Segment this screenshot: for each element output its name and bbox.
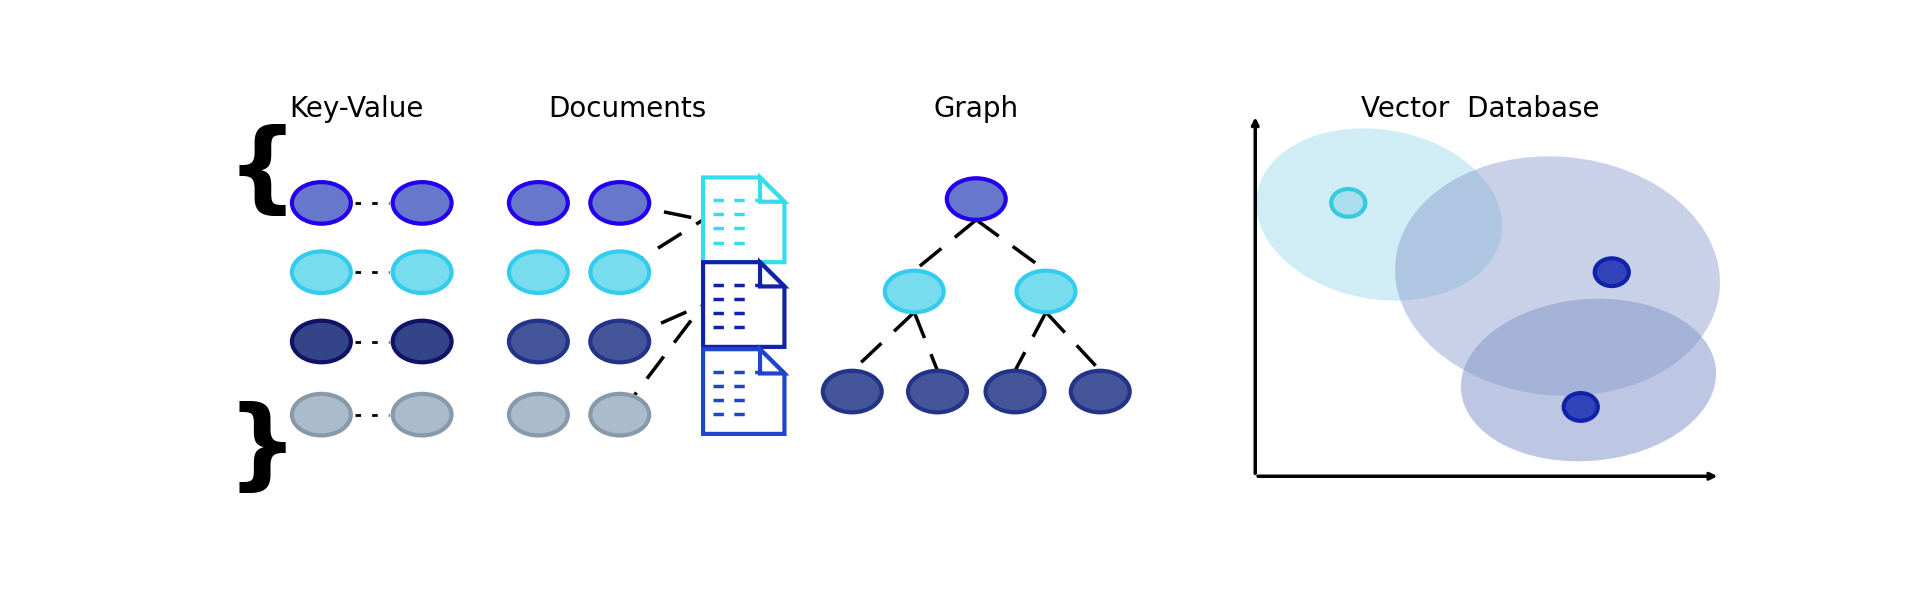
Ellipse shape <box>824 371 881 412</box>
Ellipse shape <box>509 182 568 224</box>
Ellipse shape <box>589 321 649 362</box>
Ellipse shape <box>1461 299 1716 461</box>
Ellipse shape <box>1596 259 1628 286</box>
Ellipse shape <box>292 394 351 436</box>
Ellipse shape <box>947 178 1006 220</box>
Ellipse shape <box>509 251 568 293</box>
Ellipse shape <box>394 321 451 362</box>
Ellipse shape <box>1016 271 1075 312</box>
Polygon shape <box>760 262 785 286</box>
Polygon shape <box>760 178 785 202</box>
Ellipse shape <box>292 321 351 362</box>
Polygon shape <box>760 349 785 373</box>
Ellipse shape <box>292 251 351 293</box>
Ellipse shape <box>985 371 1044 412</box>
Text: Documents: Documents <box>549 95 707 123</box>
Text: }: } <box>227 401 298 498</box>
Ellipse shape <box>1396 157 1720 396</box>
Ellipse shape <box>908 371 968 412</box>
Ellipse shape <box>1331 189 1365 217</box>
Text: Vector  Database: Vector Database <box>1361 95 1599 123</box>
Ellipse shape <box>1563 393 1597 421</box>
Ellipse shape <box>394 394 451 436</box>
Polygon shape <box>703 349 785 434</box>
Ellipse shape <box>394 251 451 293</box>
Ellipse shape <box>509 321 568 362</box>
Ellipse shape <box>1256 128 1501 301</box>
Polygon shape <box>703 178 785 262</box>
Text: {: { <box>227 124 298 221</box>
Ellipse shape <box>1071 371 1129 412</box>
Text: Graph: Graph <box>933 95 1020 123</box>
Ellipse shape <box>589 182 649 224</box>
Ellipse shape <box>589 394 649 436</box>
Ellipse shape <box>885 271 945 312</box>
Ellipse shape <box>509 394 568 436</box>
Ellipse shape <box>394 182 451 224</box>
Text: Key-Value: Key-Value <box>290 95 424 123</box>
Ellipse shape <box>292 182 351 224</box>
Polygon shape <box>703 262 785 347</box>
Ellipse shape <box>589 251 649 293</box>
